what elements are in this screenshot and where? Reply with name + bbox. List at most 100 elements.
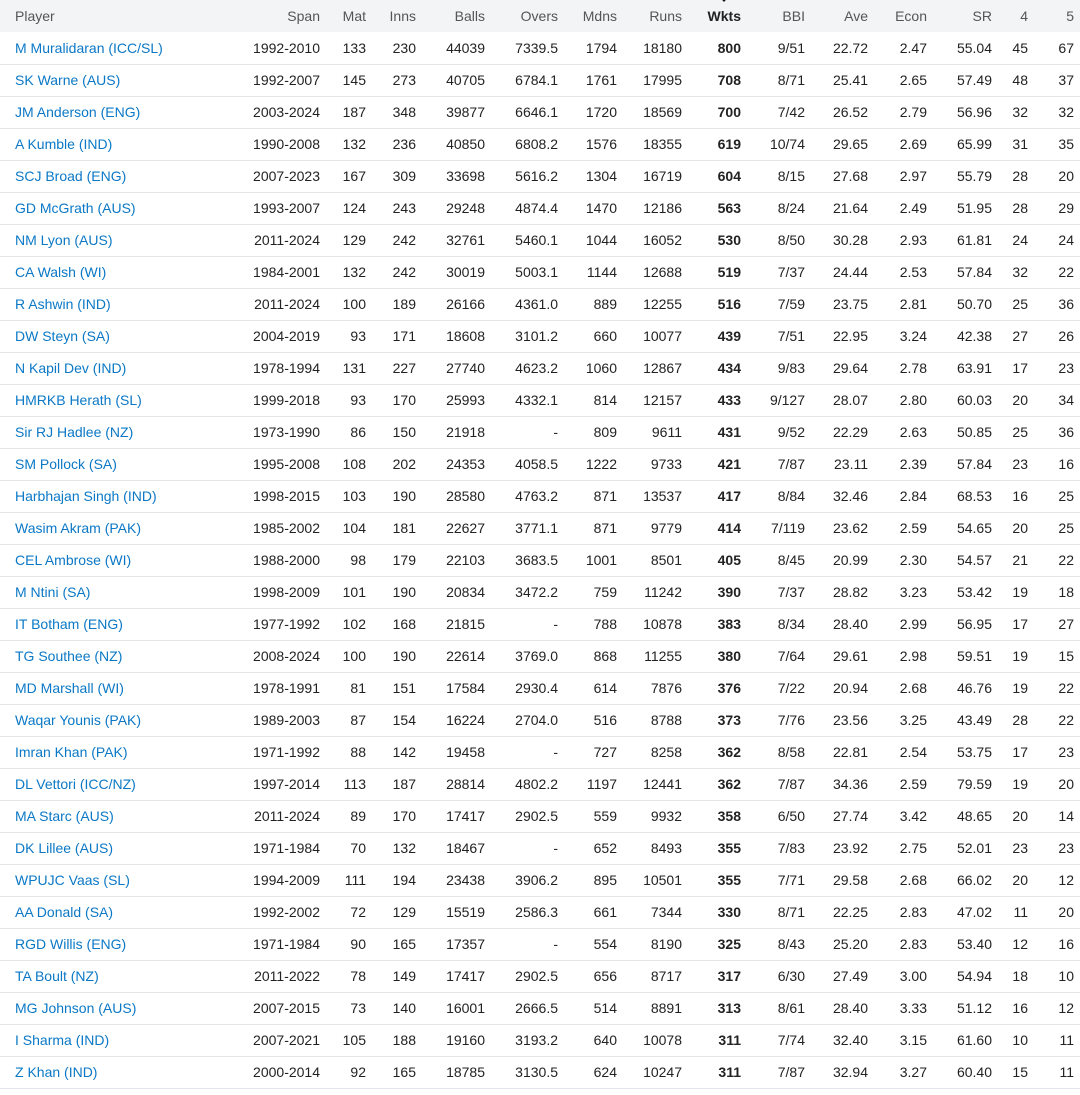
table-body: M Muralidaran (ICC/SL) 1992-2010 133 230 440… [0,32,1080,1088]
cell-bbi: 7/37 [777,264,805,280]
player-link[interactable]: TG Southee (NZ) [15,648,123,664]
cell-runs: 16052 [643,232,682,248]
player-link[interactable]: A Kumble (IND) [15,136,113,152]
player-link[interactable]: Imran Khan (PAK) [15,744,128,760]
player-link[interactable]: WPUJC Vaas (SL) [15,872,130,888]
player-link[interactable]: HMRKB Herath (SL) [15,392,142,408]
player-link[interactable]: Z Khan (IND) [15,1064,98,1080]
cell-bbi: 8/34 [777,616,805,632]
cell-span: 1998-2015 [253,488,320,504]
column-header-balls[interactable]: Balls [422,0,491,32]
column-header-maidens[interactable]: Mdns [564,0,623,32]
cell-innings: 230 [392,39,416,56]
player-link[interactable]: MD Marshall (WI) [15,680,124,696]
cell-bbi: 7/51 [777,328,805,344]
cell-balls: 17584 [446,680,485,696]
cell-economy: 2.78 [899,360,927,376]
player-link[interactable]: SM Pollock (SA) [15,456,117,472]
cell-overs: 3683.5 [515,552,558,568]
player-link[interactable]: CEL Ambrose (WI) [15,552,132,568]
cell-average: 28.40 [832,616,868,632]
column-header-four-wicket-hauls[interactable]: 4 [998,0,1034,32]
column-header-label: Inns [389,8,416,24]
cell-four-wicket-hauls: 11 [1013,904,1028,920]
cell-wickets: 800 [717,39,741,56]
table-row: Sir RJ Hadlee (NZ) 1973-1990 86 150 21918 - 80… [0,416,1080,448]
cell-maidens: 624 [593,1064,617,1080]
cell-player: M Ntini (SA) [0,576,225,608]
column-header-average[interactable]: Ave [811,0,874,32]
table-row: SK Warne (AUS) 1992-2007 145 273 40705 6784.1… [0,64,1080,96]
column-header-innings[interactable]: Inns [372,0,422,32]
cell-four-wicket-hauls: 17 [1012,360,1028,376]
column-header-runs[interactable]: Runs [623,0,688,32]
cell-runs: 18569 [643,104,682,120]
cell-balls: 33698 [446,168,485,184]
cell-player: Wasim Akram (PAK) [0,512,225,544]
player-link[interactable]: Harbhajan Singh (IND) [15,488,157,504]
cell-overs: 4763.2 [515,488,558,504]
cell-overs: - [553,840,558,856]
cell-overs: 2902.5 [515,968,558,984]
player-link[interactable]: MG Johnson (AUS) [15,1000,137,1016]
cell-overs: 2666.5 [515,1000,558,1016]
player-link[interactable]: N Kapil Dev (IND) [15,360,127,376]
player-link[interactable]: MA Starc (AUS) [15,808,114,824]
cell-strike-rate: 54.57 [956,552,992,568]
column-header-five-wicket-hauls[interactable]: 5 [1034,0,1080,32]
cell-runs: 10078 [643,1032,682,1048]
table-row: DW Steyn (SA) 2004-2019 93 171 18608 3101.2 66… [0,320,1080,352]
cell-span: 1989-2003 [253,712,320,728]
player-link[interactable]: Waqar Younis (PAK) [15,712,142,728]
column-header-label: Mdns [582,8,617,24]
cell-bbi: 8/15 [777,168,805,184]
player-link[interactable]: Wasim Akram (PAK) [15,520,142,536]
player-link[interactable]: CA Walsh (WI) [15,264,107,280]
cell-runs: 8493 [650,840,682,856]
cell-maidens: 1001 [585,552,617,568]
player-link[interactable]: GD McGrath (AUS) [15,200,136,216]
player-link[interactable]: SCJ Broad (ENG) [15,168,127,184]
cell-player: SCJ Broad (ENG) [0,160,225,192]
player-link[interactable]: M Ntini (SA) [15,584,91,600]
cell-player: I Sharma (IND) [0,1024,225,1056]
column-header-bbi[interactable]: BBI [747,0,811,32]
cell-player: MA Starc (AUS) [0,800,225,832]
player-link[interactable]: DL Vettori (ICC/NZ) [15,776,136,792]
column-header-matches[interactable]: Mat [326,0,372,32]
player-link[interactable]: DW Steyn (SA) [15,328,110,344]
cell-maidens: 889 [593,296,617,312]
player-link[interactable]: DK Lillee (AUS) [15,840,114,856]
player-link[interactable]: RGD Willis (ENG) [15,936,127,952]
column-header-strike-rate[interactable]: SR [933,0,998,32]
cell-five-wicket-hauls: 25 [1058,520,1074,536]
column-header-economy[interactable]: Econ [874,0,933,32]
player-link[interactable]: AA Donald (SA) [15,904,114,920]
player-link[interactable]: I Sharma (IND) [15,1032,110,1048]
column-header-player[interactable]: Player [0,0,225,32]
cell-runs: 8788 [650,712,682,728]
cell-span: 1992-2007 [253,72,320,88]
player-link[interactable]: SK Warne (AUS) [15,72,121,88]
cell-innings: 202 [392,456,416,472]
player-link[interactable]: IT Botham (ENG) [15,616,123,632]
cell-wickets: 708 [717,72,741,88]
column-header-wickets[interactable]: Wkts [688,0,747,32]
cell-overs: 4332.1 [515,392,558,408]
player-link[interactable]: Sir RJ Hadlee (NZ) [15,424,134,440]
cell-balls: 23438 [446,872,485,888]
cell-player: MG Johnson (AUS) [0,992,225,1024]
player-link[interactable]: NM Lyon (AUS) [15,232,113,248]
player-link[interactable]: R Ashwin (IND) [15,296,111,312]
cell-five-wicket-hauls: 20 [1058,776,1074,792]
cell-four-wicket-hauls: 20 [1012,392,1028,408]
column-header-span[interactable]: Span [225,0,326,32]
player-link[interactable]: TA Boult (NZ) [15,968,99,984]
cell-balls: 40850 [446,136,485,152]
column-header-overs[interactable]: Overs [491,0,564,32]
cell-matches: 72 [350,904,366,920]
player-link[interactable]: M Muralidaran (ICC/SL) [15,39,163,56]
cell-overs: 6808.2 [515,136,558,152]
cell-runs: 8258 [650,744,682,760]
player-link[interactable]: JM Anderson (ENG) [15,104,141,120]
